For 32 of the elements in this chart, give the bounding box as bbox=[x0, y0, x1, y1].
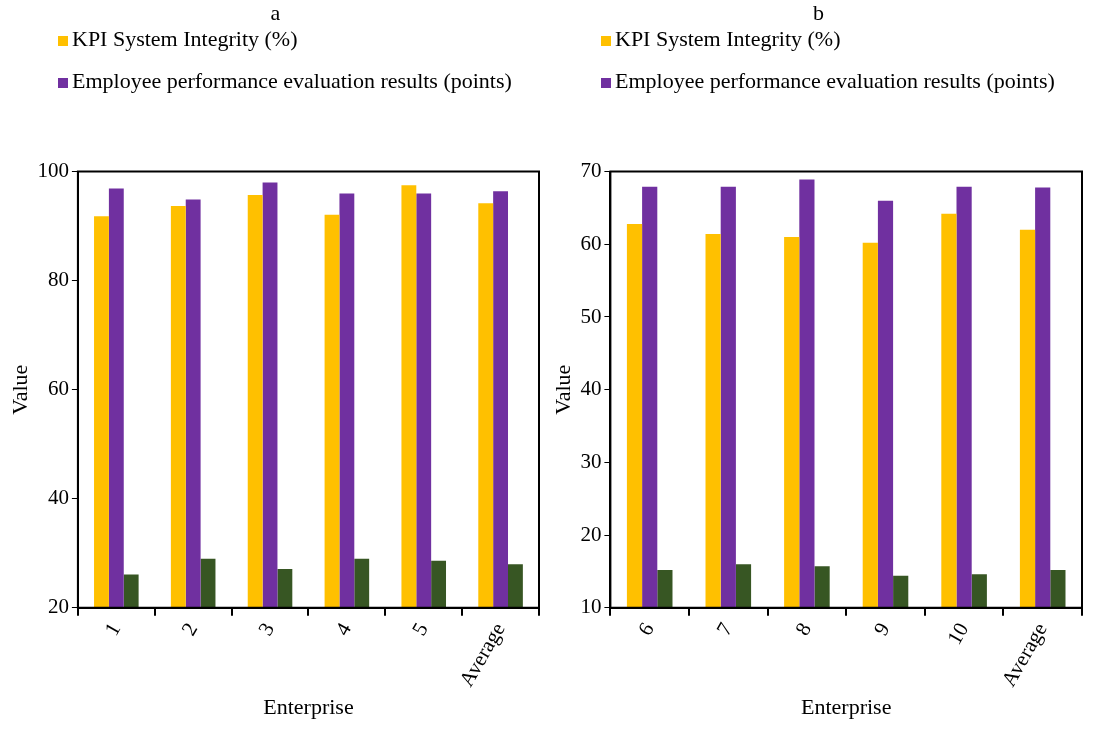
x-tick-label: 6 bbox=[632, 618, 659, 640]
y-tick-label: 100 bbox=[37, 158, 69, 183]
x-axis-title: Enterprise bbox=[263, 693, 354, 719]
x-tick-label: 5 bbox=[406, 618, 433, 640]
y-tick-label: 60 bbox=[580, 230, 602, 255]
x-tick-label: 3 bbox=[253, 618, 280, 640]
y-tick-label: 40 bbox=[47, 485, 69, 510]
x-tick-label: 8 bbox=[789, 618, 817, 640]
x-tick-label: 2 bbox=[176, 618, 203, 640]
legend-label: KPI System Integrity (%) bbox=[72, 26, 298, 52]
legend-label: Employee performance evaluation results (points) bbox=[615, 68, 1055, 94]
x-tick-label: 1 bbox=[99, 618, 126, 640]
chart-title: a bbox=[269, 0, 282, 26]
y-tick-label: 70 bbox=[580, 158, 602, 183]
y-tick-label: 10 bbox=[580, 594, 602, 619]
y-tick-label: 20 bbox=[580, 521, 602, 546]
y-tick-label: 20 bbox=[47, 594, 69, 619]
y-tick-label: 40 bbox=[580, 376, 602, 401]
y-axis-title: Value bbox=[549, 364, 575, 415]
x-tick-label: 7 bbox=[711, 618, 738, 640]
x-tick-label: 9 bbox=[868, 618, 895, 640]
y-axis-title: Value bbox=[6, 364, 32, 415]
legend-label: Employee performance evaluation results (points) bbox=[72, 68, 512, 94]
y-tick-label: 30 bbox=[580, 448, 602, 473]
legend-label: KPI System Integrity (%) bbox=[615, 26, 841, 52]
y-tick-label: 50 bbox=[580, 303, 602, 328]
x-tick-label: 10 bbox=[941, 618, 974, 649]
x-axis-title: Enterprise bbox=[801, 693, 892, 719]
x-tick-label: 4 bbox=[329, 617, 357, 640]
chart-title: b bbox=[812, 0, 825, 26]
y-tick-label: 60 bbox=[47, 376, 69, 401]
y-tick-label: 80 bbox=[47, 267, 69, 292]
